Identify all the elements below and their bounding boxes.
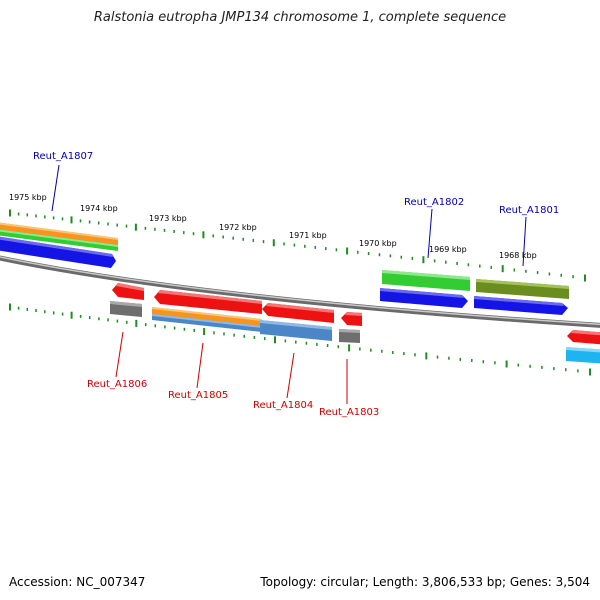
gene-label-reut-a1801[interactable]: Reut_A1801 (499, 205, 559, 216)
gene-label-reut-a1805[interactable]: Reut_A1805 (168, 390, 228, 401)
gene-reut-a1804[interactable] (260, 303, 334, 341)
gene-reut-a1803[interactable] (339, 312, 362, 343)
scale-label: 1968 kbp (499, 251, 537, 260)
reverse-tick-row (9, 303, 591, 376)
genome-summary-text: Topology: circular; Length: 3,806,533 bp… (260, 575, 590, 589)
gene-reut-a1801[interactable] (474, 279, 569, 315)
label-leader-lines (51, 164, 527, 404)
gene-reut-a1807[interactable] (0, 222, 118, 251)
gene-label-reut-a1807[interactable]: Reut_A1807 (33, 151, 93, 162)
gene-reut-a1806[interactable] (110, 283, 144, 317)
accession-text: Accession: NC_007347 (9, 575, 146, 589)
chromosome-backbone (0, 255, 600, 328)
gene-reut-a1805[interactable] (152, 290, 262, 332)
scale-label: 1969 kbp (429, 245, 467, 254)
figure-title: Ralstonia eutropha JMP134 chromosome 1, … (93, 10, 507, 25)
scale-label: 1973 kbp (149, 214, 187, 223)
scale-label: 1975 kbp (9, 193, 47, 202)
scale-label: 1971 kbp (289, 231, 327, 240)
gene-blue-left[interactable] (0, 236, 116, 268)
gene-right-edge[interactable] (566, 330, 600, 364)
gene-label-reut-a1804[interactable]: Reut_A1804 (253, 400, 313, 411)
scale-label: 1970 kbp (359, 239, 397, 248)
forward-tick-row (9, 209, 586, 282)
gene-label-reut-a1803[interactable]: Reut_A1803 (319, 407, 379, 418)
scale-label: 1972 kbp (219, 223, 257, 232)
gene-reut-a1802[interactable] (380, 270, 470, 308)
gene-label-reut-a1802[interactable]: Reut_A1802 (404, 197, 464, 208)
scale-label: 1974 kbp (80, 204, 118, 213)
gene-label-reut-a1806[interactable]: Reut_A1806 (87, 379, 147, 390)
